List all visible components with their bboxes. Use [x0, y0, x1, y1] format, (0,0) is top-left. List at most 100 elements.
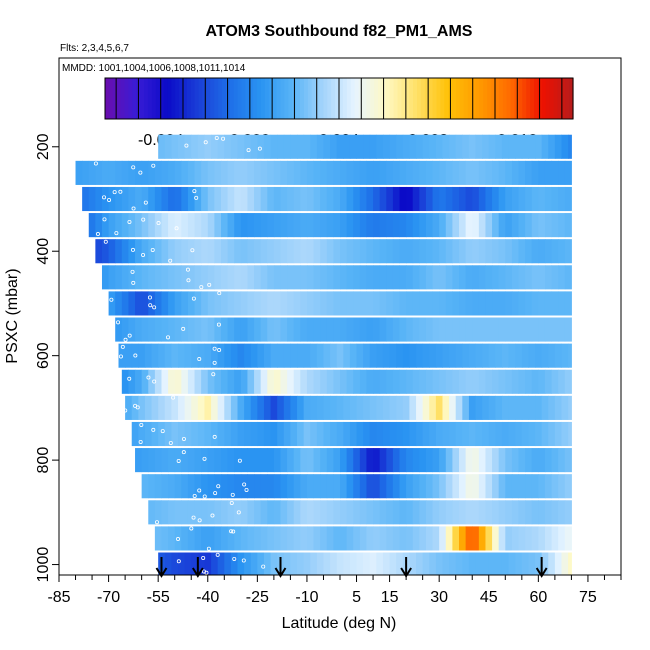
heatmap-cell [174, 369, 182, 394]
heatmap-cell [511, 213, 520, 238]
heatmap-cell [287, 317, 295, 342]
heatmap-cell [439, 500, 447, 525]
heatmap-cell [283, 552, 291, 575]
heatmap-cell [234, 526, 242, 551]
heatmap-cell [254, 291, 262, 316]
heatmap-cell [416, 395, 424, 420]
heatmap-cell [326, 239, 334, 264]
colorbar-segment [245, 78, 250, 119]
colorbar-segment [569, 78, 574, 119]
colorbar-segment [545, 78, 551, 119]
heatmap-cell [300, 265, 308, 290]
heatmap-cell [465, 317, 473, 342]
heatmap-cell [187, 213, 196, 238]
heatmap-cell [564, 317, 572, 342]
heatmap-cell [247, 265, 255, 290]
heatmap-cell [392, 474, 401, 499]
heatmap-cell [389, 421, 397, 447]
heatmap-cell [373, 213, 381, 238]
heatmap-cell [346, 369, 354, 394]
heatmap-cell [422, 343, 430, 368]
heatmap-cell [429, 395, 437, 420]
heatmap-cell [300, 474, 308, 499]
heatmap-cell [240, 291, 248, 316]
heatmap-cell [455, 134, 463, 159]
heatmap-cell [399, 186, 407, 212]
heatmap-cell [290, 552, 298, 575]
heatmap-cell [531, 213, 539, 238]
profile-marker-arrow [274, 567, 287, 578]
heatmap-cell [419, 265, 427, 290]
colorbar-segment [307, 78, 313, 119]
heatmap-cell [306, 526, 315, 551]
heatmap-cell [412, 265, 420, 290]
heatmap-cell [521, 343, 529, 368]
colorbar-segment [553, 78, 558, 119]
heatmap-cell [468, 421, 477, 447]
heatmap-cell [396, 552, 404, 575]
heatmap-cell [290, 421, 298, 447]
heatmap-cell [419, 213, 427, 238]
sample-point [112, 190, 117, 195]
heatmap-cell [320, 160, 328, 185]
heatmap-cell [181, 474, 189, 499]
heatmap-cell [386, 526, 394, 551]
colorbar-segment [459, 78, 465, 119]
heatmap-cell [297, 395, 305, 420]
heatmap-cell [538, 448, 546, 473]
heatmap-cell [280, 239, 288, 264]
heatmap-cell [187, 317, 196, 342]
heatmap-cell [373, 474, 381, 499]
heatmap-cell [270, 134, 278, 159]
heatmap-cell [168, 265, 176, 290]
heatmap-cell [171, 421, 179, 447]
heatmap-cell [283, 343, 291, 368]
heatmap-cell [135, 317, 143, 342]
heatmap-cell [247, 186, 255, 212]
heatmap-cell [154, 160, 162, 185]
heatmap-cell [392, 291, 401, 316]
heatmap-cell [148, 186, 156, 212]
heatmap-cell [419, 317, 427, 342]
heatmap-cell [303, 343, 311, 368]
heatmap-cell [254, 317, 262, 342]
heatmap-cell [373, 291, 381, 316]
heatmap-cell [154, 526, 162, 551]
heatmap-cell [194, 265, 202, 290]
heatmap-cell [472, 317, 480, 342]
heatmap-cell [435, 552, 443, 575]
sample-point [237, 458, 242, 463]
colorbar-segment [319, 78, 324, 119]
heatmap-cell [498, 213, 506, 238]
heatmap-cell [121, 265, 129, 290]
heatmap-cell [472, 369, 480, 394]
heatmap-cell [386, 369, 394, 394]
heatmap-cell [511, 186, 520, 212]
heatmap-cell [561, 395, 569, 420]
heatmap-cell [432, 160, 440, 185]
heatmap-cell [293, 369, 301, 394]
colorbar-segment [237, 78, 243, 119]
colorbar-segment [374, 78, 379, 119]
heatmap-cell [551, 265, 559, 290]
x-tick-label: 15 [381, 589, 399, 606]
heatmap-cell [293, 474, 301, 499]
heatmap-cell [306, 160, 315, 185]
heatmap-cell [452, 369, 460, 394]
heatmap-cell [310, 552, 318, 575]
x-tick-label: -25 [246, 589, 269, 606]
colorbar-segment [280, 78, 285, 119]
heatmap-cell [392, 213, 401, 238]
heatmap-cell [465, 474, 473, 499]
heatmap-cell [439, 317, 447, 342]
heatmap-cell [462, 421, 470, 447]
heatmap-cell [452, 474, 460, 499]
heatmap-cell [326, 186, 334, 212]
heatmap-cell [323, 421, 331, 447]
heatmap-cell [148, 291, 156, 316]
colorbar-segment [120, 78, 126, 119]
heatmap-cell [101, 160, 110, 185]
heatmap-cell [168, 160, 176, 185]
heatmap-cell [551, 186, 559, 212]
heatmap-cell [359, 239, 367, 264]
